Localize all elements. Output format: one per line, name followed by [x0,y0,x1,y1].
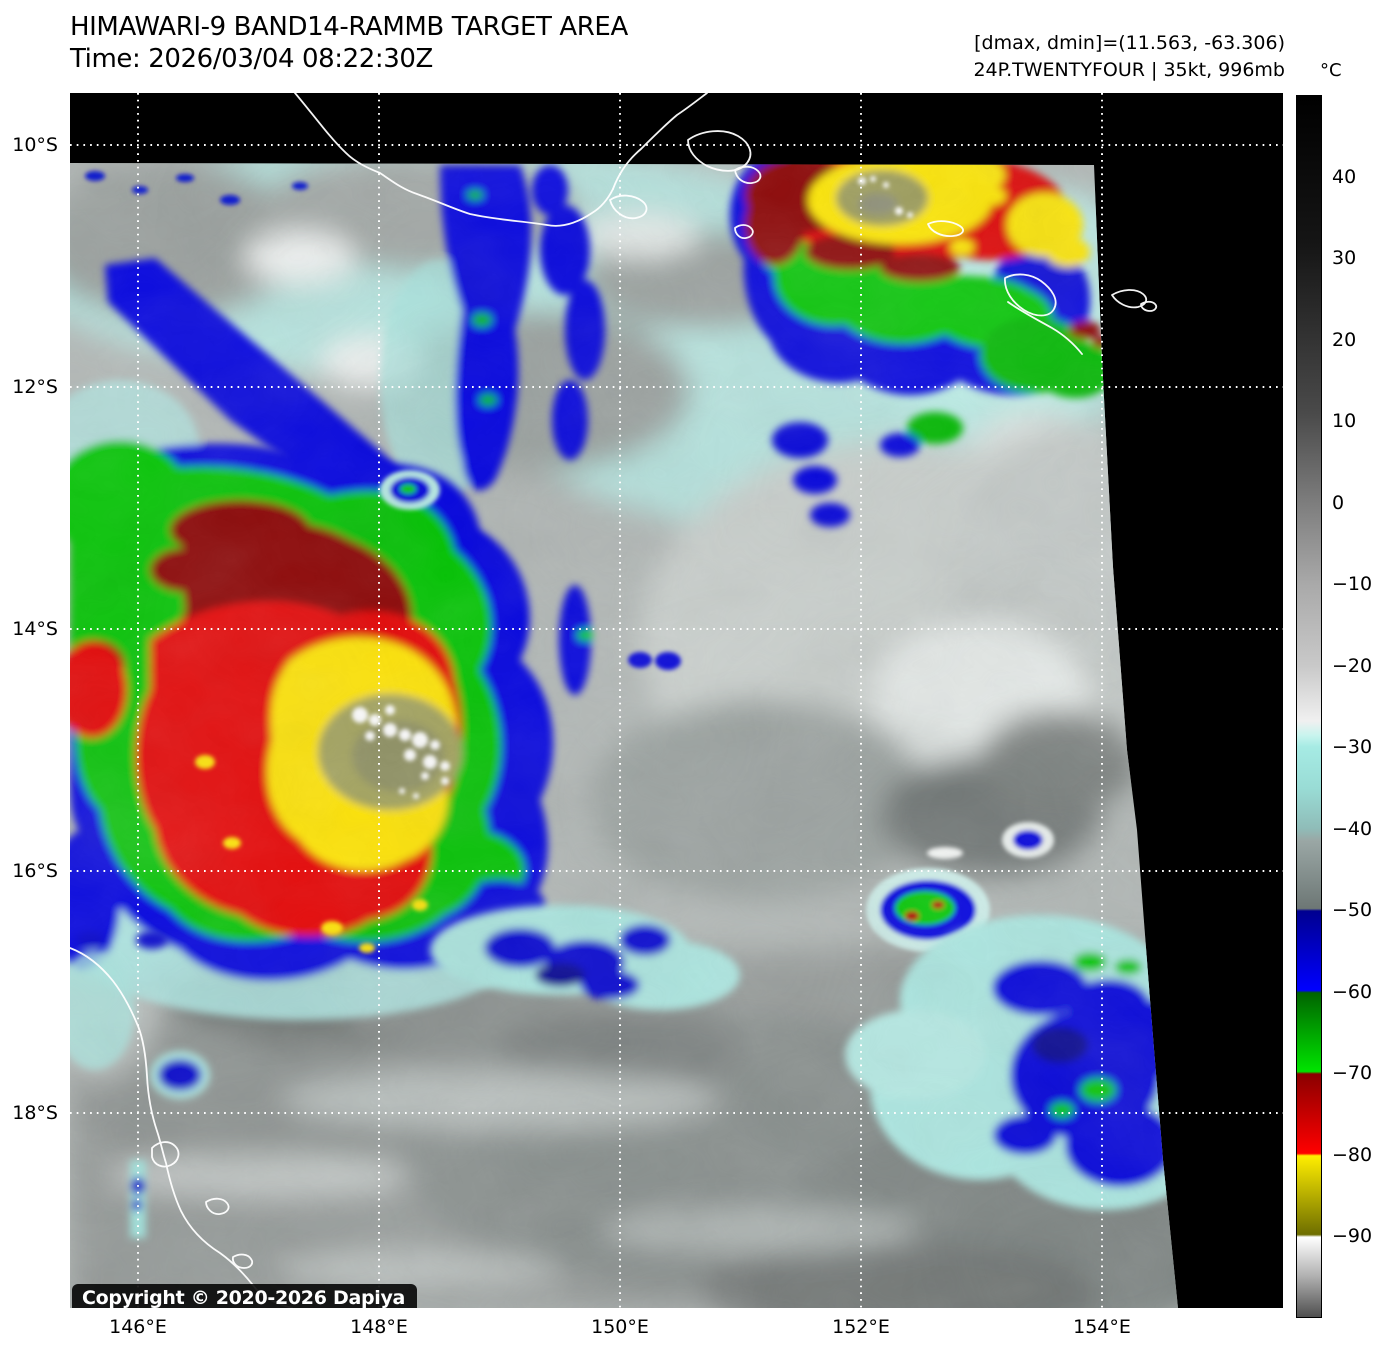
lat-tick-label: 12°S [12,376,58,398]
lat-tick-label: 16°S [12,860,58,882]
colorbar-tick-label: 40 [1332,165,1357,188]
lon-tick-label: 154°E [1073,1316,1131,1338]
colorbar-tick-label: 10 [1332,410,1357,433]
lat-tick-label: 10°S [12,134,58,156]
gridlines [70,93,1283,1308]
copyright-badge: Copyright © 2020-2026 Dapiya [72,1284,418,1308]
lon-tick-label: 146°E [109,1316,167,1338]
cloud-texture-fine [70,163,1178,1308]
colorbar-tick-label: 30 [1332,247,1357,270]
satellite-image [70,93,1283,1308]
lon-tick-label: 152°E [832,1316,890,1338]
island-outline [687,130,752,172]
colorbar-tick-label: −80 [1332,1143,1373,1166]
colorbar-tick-label: −30 [1332,736,1373,759]
island-outline-fergusson [1004,273,1057,317]
island-outline [734,165,762,184]
island-outline [231,1253,254,1269]
colorbar-tick-label: −70 [1332,1062,1373,1085]
island-outline [734,224,754,240]
header-right: [dmax, dmin]=(11.563, -63.306) 24P.TWENT… [973,30,1285,84]
satellite-map: Copyright © 2020-2026 Dapiya [70,93,1283,1308]
island-outline [205,1197,230,1215]
timestamp: Time: 2026/03/04 08:22:30Z [70,44,433,74]
coastline-png-east [612,93,708,190]
page-title: HIMAWARI-9 BAND14-RAMMB TARGET AREA [70,12,628,42]
coastline-png-south [294,93,614,227]
lon-tick-label: 148°E [350,1316,408,1338]
dmax-dmin-readout: [dmax, dmin]=(11.563, -63.306) [974,32,1285,54]
colorbar-tick-label: −20 [1332,654,1373,677]
colorbar-tick-label: −40 [1332,817,1373,840]
colorbar [1296,95,1322,1318]
storm-info: 24P.TWENTYFOUR | 35kt, 996mb [973,59,1285,81]
island-chain [1007,301,1083,355]
colorbar-tick-label: −50 [1332,899,1373,922]
colorbar-tick-label: 20 [1332,328,1357,351]
colorbar-tick-label: −60 [1332,980,1373,1003]
colorbar-tick-label: −10 [1332,573,1373,596]
colorbar-tick-label: −90 [1332,1225,1373,1248]
latitude-axis: 10°S 12°S 14°S 16°S 18°S [0,0,64,1359]
lat-tick-label: 18°S [12,1102,58,1124]
coastal-peninsula [151,1141,180,1168]
data-swath [70,163,1178,1308]
colorbar-tick-label: 0 [1332,491,1345,514]
island-outline-kiriwina [927,220,964,237]
coastline-queensland [70,947,293,1308]
colorbar-unit-label: °C [1320,60,1342,81]
island-outline [1140,300,1158,312]
lon-tick-label: 150°E [591,1316,649,1338]
lat-tick-label: 14°S [12,618,58,640]
